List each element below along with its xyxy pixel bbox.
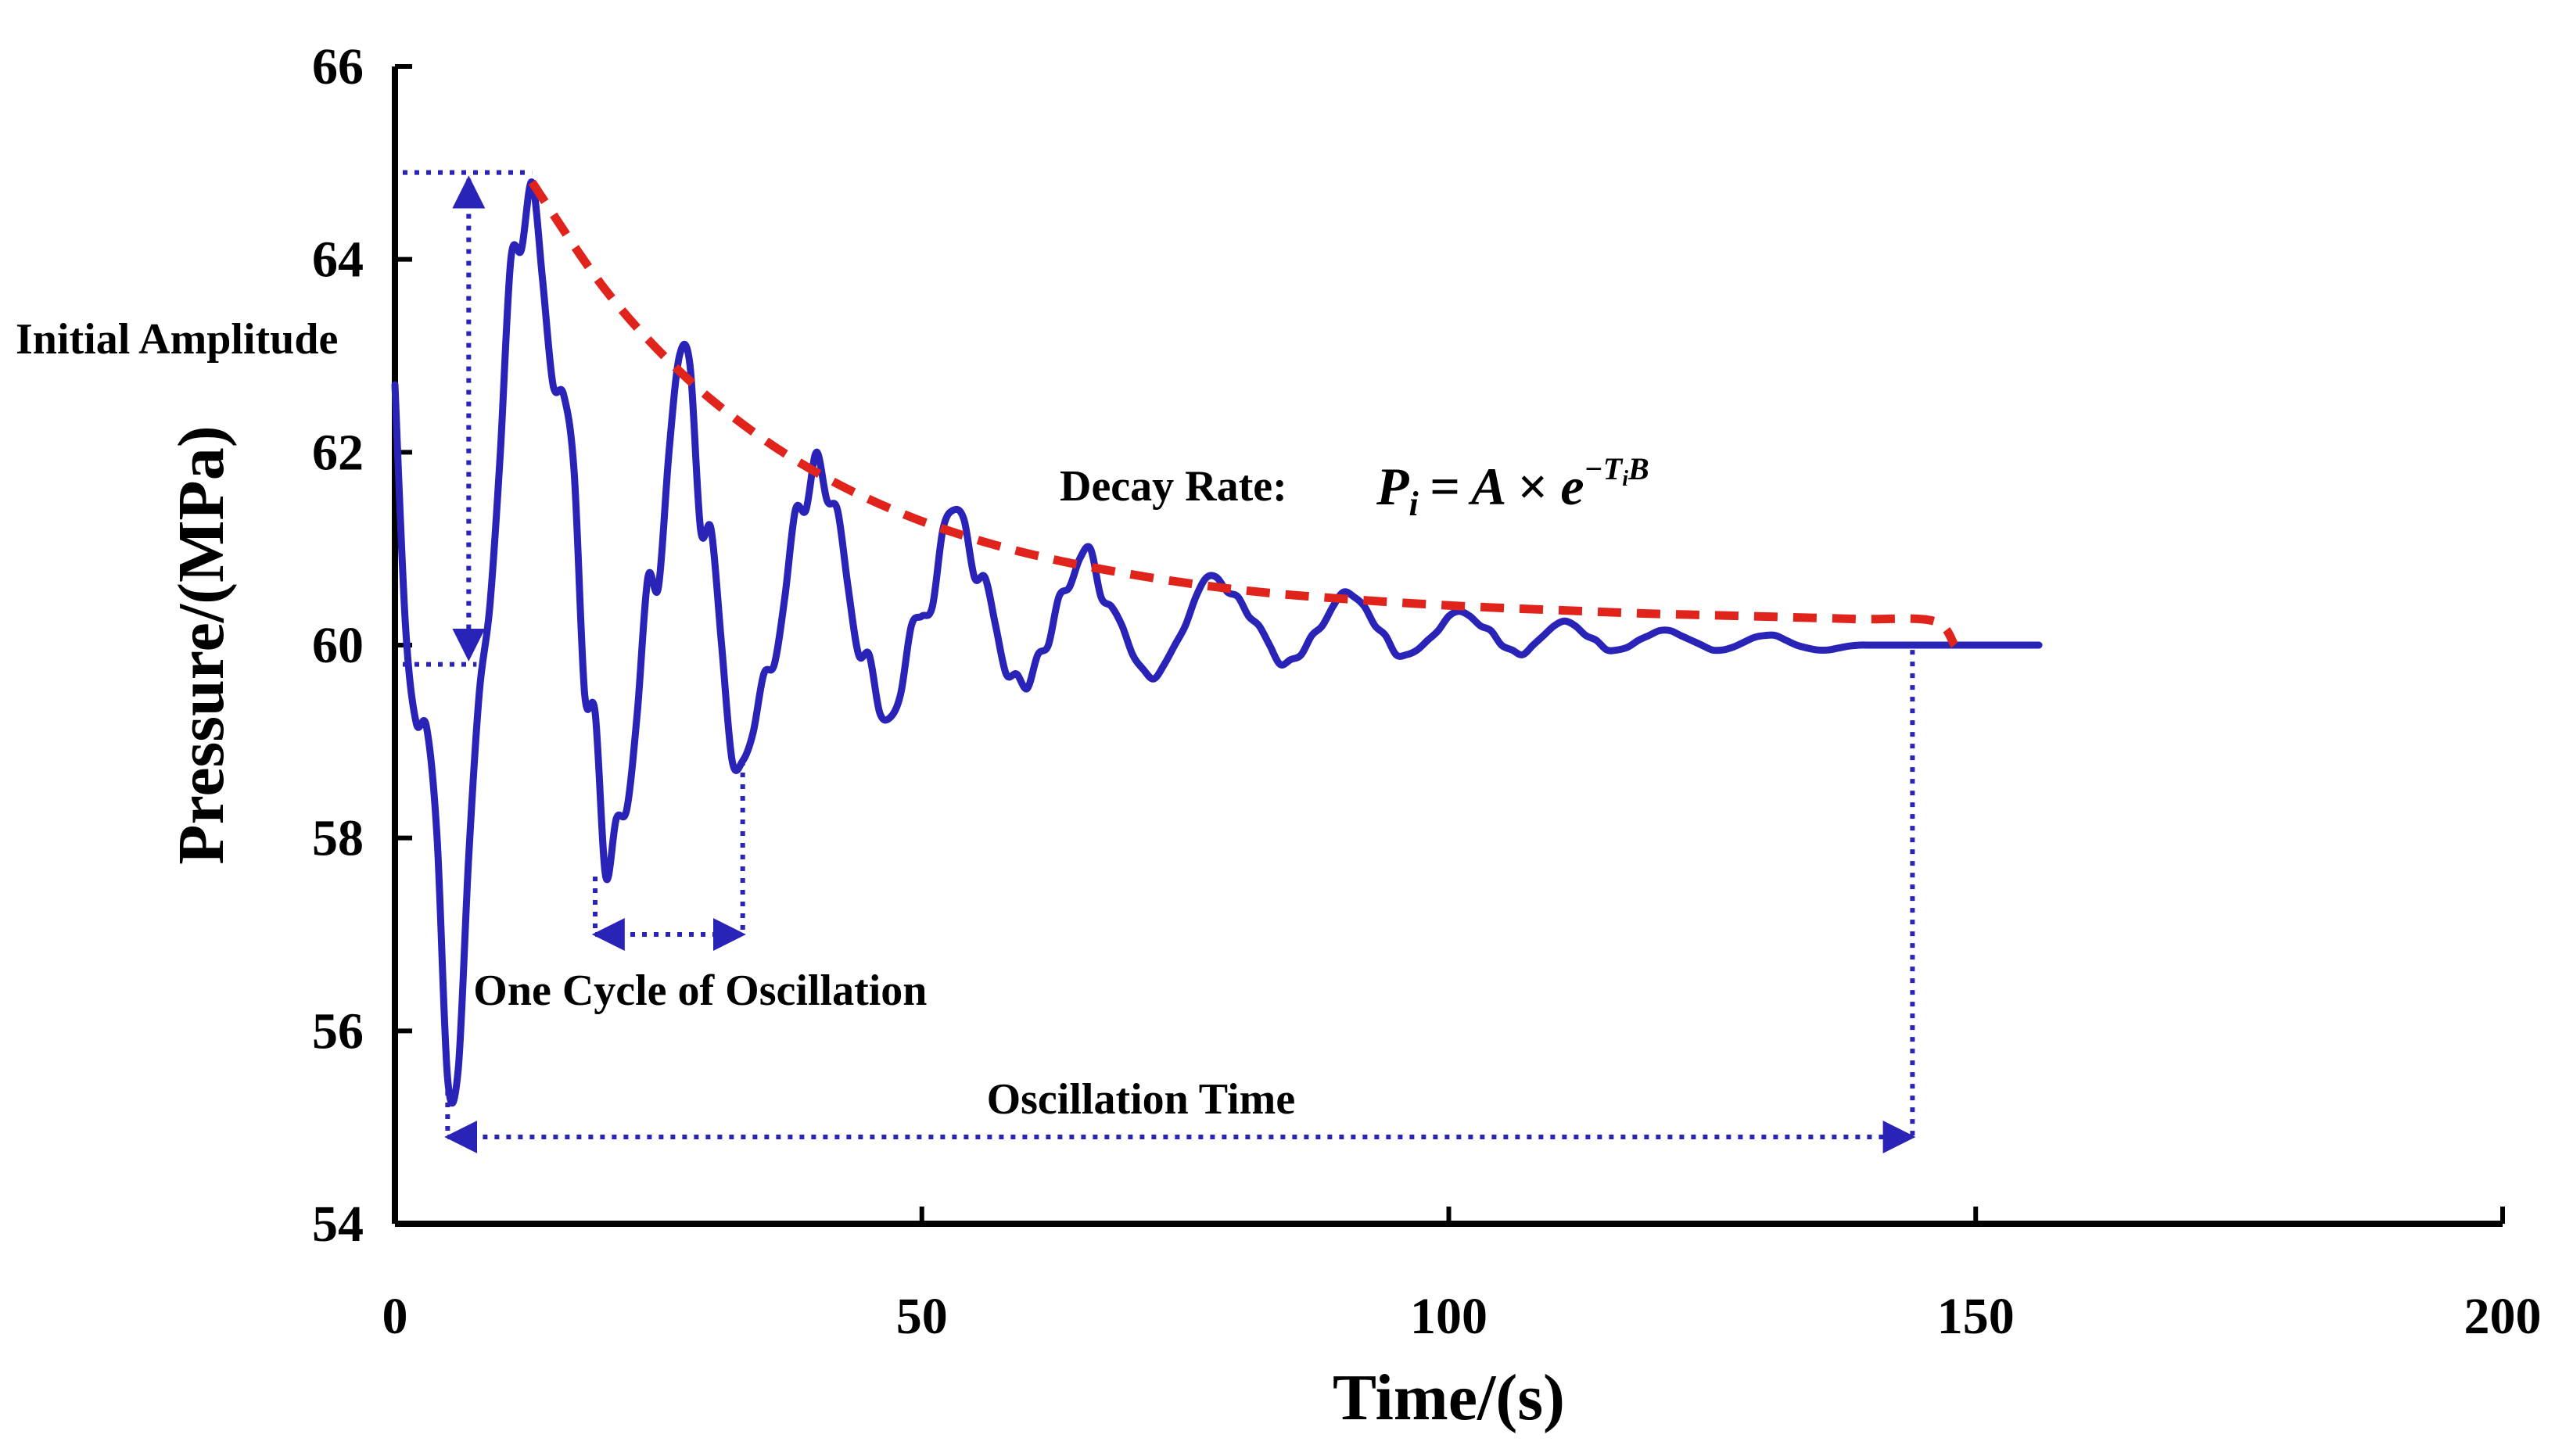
- y-tick-label: 60: [312, 617, 364, 674]
- decay-rate-annotation: Decay Rate: Pi = A × e−TiB: [1060, 451, 1649, 523]
- series-group: [391, 178, 2043, 1107]
- decay-envelope-line: [528, 179, 1958, 648]
- y-axis-title: Pressure/(MPa): [165, 425, 238, 864]
- x-tick-label: 200: [2464, 1288, 2542, 1345]
- initial-amplitude-label: Initial Amplitude: [16, 315, 338, 364]
- y-tick-label: 62: [312, 424, 364, 481]
- ticks: 54 56 58 60 62 64 66 0 50 100 150 200: [312, 38, 2542, 1345]
- formula-lhs-subscript: i: [1409, 485, 1419, 523]
- y-tick-label: 66: [312, 38, 364, 95]
- oscillation-time-label: Oscillation Time: [987, 1075, 1296, 1124]
- one-cycle-label: One Cycle of Oscillation: [473, 966, 927, 1015]
- y-tick-label: 54: [312, 1196, 364, 1253]
- pressure-series-line: [391, 178, 2043, 1107]
- y-tick-label: 56: [312, 1002, 364, 1060]
- axes: [392, 66, 2503, 1227]
- x-tick-label: 50: [896, 1288, 948, 1345]
- decay-rate-colon: :: [1272, 462, 1287, 511]
- annotations: [403, 170, 1916, 1153]
- formula-rhs: = A × e: [1430, 457, 1584, 516]
- y-tick-label: 58: [312, 810, 364, 867]
- x-tick-label: 100: [1410, 1288, 1487, 1345]
- formula-exponent-tail: B: [1627, 451, 1649, 486]
- decay-rate-label: Decay Rate:: [1060, 462, 1287, 511]
- x-tick-label: 150: [1937, 1288, 2015, 1345]
- x-axis-title: Time/(s): [1333, 1361, 1565, 1434]
- formula-exponent-subscript: i: [1622, 467, 1628, 491]
- decay-rate-text: Decay Rate: [1060, 462, 1272, 511]
- x-tick-label: 0: [382, 1288, 408, 1345]
- y-tick-label: 64: [312, 231, 364, 289]
- formula-exponent: −T: [1584, 451, 1624, 486]
- decay-rate-formula: Pi = A × e−TiB: [1376, 451, 1649, 523]
- formula-lhs: P: [1376, 457, 1409, 516]
